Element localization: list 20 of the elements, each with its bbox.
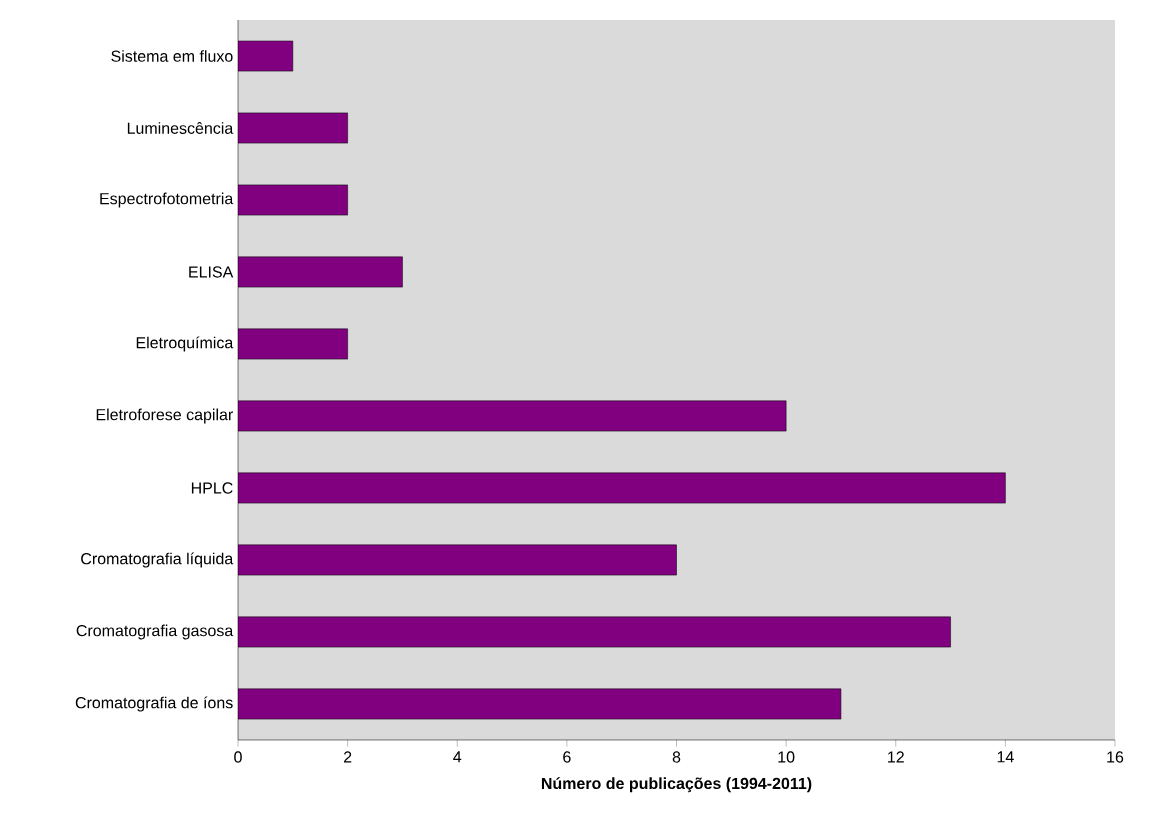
y-tick-label: HPLC: [191, 482, 233, 494]
y-tick-label: ELISA: [189, 266, 234, 278]
x-tick-label: 2: [343, 751, 352, 763]
y-tick-label: Sistema em fluxo: [111, 50, 233, 62]
x-tick-label: 4: [453, 751, 462, 763]
y-tick-label: Eletroquímica: [136, 336, 234, 352]
x-axis-title: Número de publicações (1994-2011): [541, 777, 812, 793]
x-tick-label: 6: [563, 751, 571, 763]
x-tick-label: 14: [997, 751, 1014, 763]
x-tick-label: 10: [778, 751, 795, 763]
x-tick-label: 0: [234, 751, 242, 763]
x-tick-label: 8: [672, 751, 681, 763]
x-tick-label: 12: [888, 751, 904, 763]
y-tick-label: Cromatografia gasosa: [76, 624, 234, 640]
y-tick-label: Espectrofotometria: [100, 192, 234, 208]
x-tick-label: 16: [1107, 751, 1124, 763]
y-tick-label: Cromatografia de íons: [75, 696, 233, 712]
y-tick-label: Luminescência: [127, 122, 234, 134]
y-tick-label: Eletroforese capilar: [96, 408, 233, 424]
y-tick-label: Cromatografia líquida: [81, 552, 234, 568]
